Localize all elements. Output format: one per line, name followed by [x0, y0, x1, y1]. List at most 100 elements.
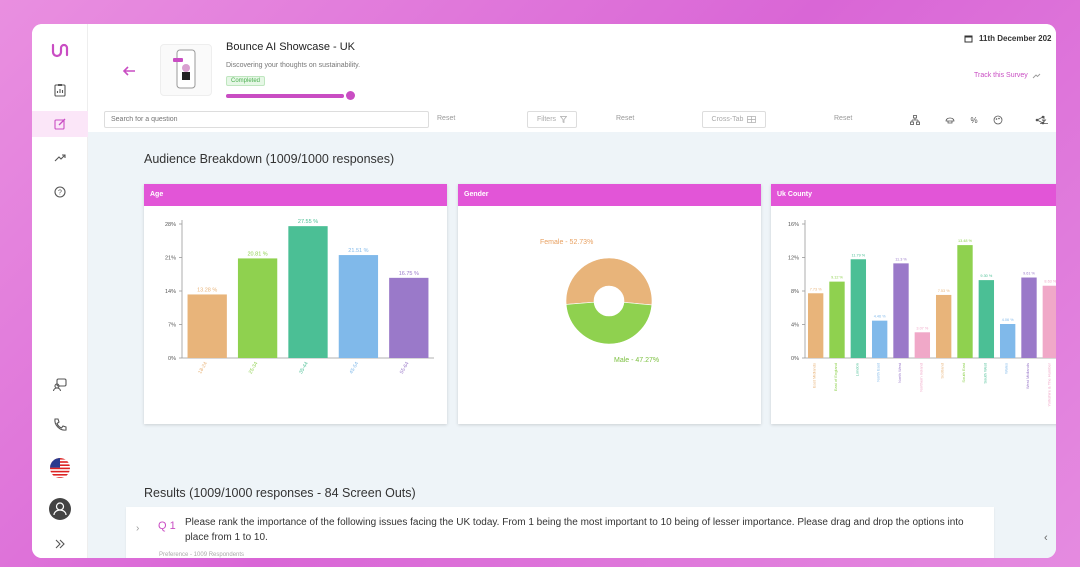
- bar-northern-ireland: [914, 332, 931, 358]
- bar-value-label: 3.07 %: [916, 326, 928, 330]
- bar-18-24: [187, 294, 227, 358]
- county-chart-title: Uk County: [771, 184, 1056, 206]
- user-avatar-icon[interactable]: [46, 497, 74, 521]
- category-label: Yorkshire & The Humber: [1046, 362, 1051, 406]
- filters-button[interactable]: Filters: [527, 111, 577, 128]
- slice-label-female: Female - 52.73%: [540, 239, 593, 246]
- bar-value-label: 27.55 %: [298, 219, 318, 225]
- question-card[interactable]: › Q 1 Please rank the importance of the …: [126, 507, 994, 558]
- category-label: London: [854, 363, 859, 376]
- y-tick-label: 12%: [788, 256, 799, 262]
- slice-female: [565, 257, 653, 306]
- date-text: 11th December 202: [979, 34, 1052, 43]
- question-text: Please rank the importance of the follow…: [185, 517, 964, 543]
- track-survey-link[interactable]: Track this Survey: [974, 72, 1041, 79]
- bar-value-label: 9.30 %: [980, 274, 992, 278]
- bar-value-label: 8.63 %: [1044, 280, 1056, 284]
- category-label: South West: [982, 362, 987, 383]
- y-tick-label: 21%: [165, 256, 176, 262]
- help-icon[interactable]: ?: [46, 180, 74, 204]
- reset-crosstab-button[interactable]: Reset: [834, 115, 853, 122]
- bar-value-label: 13.28 %: [197, 287, 217, 293]
- palette-icon[interactable]: [992, 114, 1004, 126]
- y-tick-label: 14%: [165, 289, 176, 295]
- bar-value-label: 7.73 %: [810, 287, 822, 291]
- bar-value-label: 4.06 %: [1002, 318, 1014, 322]
- category-label: North East: [876, 362, 881, 382]
- percent-icon[interactable]: %: [968, 114, 980, 126]
- audience-breakdown-title: Audience Breakdown (1009/1000 responses): [144, 152, 395, 166]
- y-tick-label: 28%: [165, 222, 176, 228]
- bar-45-54: [338, 255, 379, 358]
- county-bar-chart: 0% 4% 8% 12% 16% 7.73 % East Midlands 9.12 % Eas…: [788, 220, 1056, 407]
- bar-value-label: 16.75 %: [399, 271, 419, 277]
- survey-report-icon[interactable]: [46, 78, 74, 102]
- bar-east-midlands: [807, 293, 824, 358]
- bar-value-label: 20.81 %: [248, 251, 268, 257]
- survey-header: Bounce AI Showcase - UK Discovering your…: [88, 24, 1056, 108]
- trend-icon[interactable]: [46, 146, 74, 170]
- y-tick-label: 8%: [791, 289, 799, 295]
- crosstab-label: Cross-Tab: [711, 116, 744, 123]
- back-arrow-icon[interactable]: [122, 64, 136, 76]
- category-label: 18-24: [197, 361, 209, 375]
- toolbar: Reset Filters Reset Cross-Tab Reset %: [88, 108, 1056, 132]
- sidebar: ?: [32, 24, 88, 558]
- bar-value-label: 13.48 %: [958, 239, 973, 243]
- svg-text:?: ?: [58, 190, 62, 197]
- share-icon[interactable]: [1034, 114, 1046, 126]
- y-tick-label: 7%: [168, 323, 176, 329]
- slice-male: [565, 301, 653, 345]
- filters-label: Filters: [536, 116, 557, 123]
- date-display: 11th December 202: [964, 34, 1056, 43]
- survey-subtitle: Discovering your thoughts on sustainabil…: [226, 62, 361, 69]
- trend-up-icon: [1032, 73, 1041, 79]
- category-label: North West: [897, 362, 902, 383]
- hierarchy-icon[interactable]: [909, 114, 921, 126]
- category-label: West Midlands: [1025, 363, 1030, 389]
- bar-value-label: 9.61 %: [1023, 272, 1035, 276]
- question-meta: Preference - 1009 Respondents: [159, 552, 245, 558]
- age-chart-title: Age: [144, 184, 447, 206]
- track-survey-label: Track this Survey: [974, 72, 1028, 79]
- bar-value-label: 11.79 %: [852, 253, 866, 257]
- bar-wales: [999, 323, 1016, 358]
- y-tick-label: 4%: [791, 323, 799, 329]
- bar-value-label: 7.53 %: [938, 289, 950, 293]
- search-input[interactable]: [104, 111, 429, 128]
- collapse-panel-icon[interactable]: ‹: [1044, 532, 1048, 544]
- bar-north-east: [871, 320, 888, 358]
- bar-value-label: 9.12 %: [831, 276, 843, 280]
- reset-filters-button[interactable]: Reset: [616, 115, 635, 122]
- reset-search-button[interactable]: Reset: [437, 115, 456, 122]
- bar-value-label: 21.51 %: [348, 248, 368, 254]
- county-chart-card: Uk County 0% 4% 8% 12% 16% 7.73 % East Midland…: [771, 184, 1056, 424]
- survey-thumbnail: [160, 44, 212, 96]
- bar-south-west: [978, 280, 995, 358]
- bar-east-of-england: [829, 281, 845, 358]
- bar-25-34: [237, 258, 278, 358]
- results-title: Results (1009/1000 responses - 84 Screen…: [144, 486, 416, 500]
- crosstab-button[interactable]: Cross-Tab: [702, 111, 766, 128]
- chat-support-icon[interactable]: [46, 373, 74, 397]
- bar-yorkshire-the-humber: [1042, 285, 1056, 358]
- edit-icon[interactable]: [32, 111, 88, 137]
- slice-label-male: Male - 47.27%: [614, 357, 659, 364]
- y-tick-label: 0%: [791, 356, 799, 362]
- brain-icon[interactable]: [944, 114, 956, 126]
- us-flag-icon[interactable]: [46, 456, 74, 480]
- bar-value-label: 4.46 %: [874, 315, 886, 319]
- bar-value-label: 11.3 %: [895, 257, 907, 261]
- bar-london: [850, 259, 867, 358]
- bar-35-44: [288, 226, 328, 358]
- logo-icon[interactable]: [46, 38, 74, 62]
- phone-icon[interactable]: [46, 413, 74, 437]
- expand-question-icon[interactable]: ›: [136, 523, 140, 534]
- progress-complete-icon: [346, 91, 355, 100]
- bar-south-east: [957, 245, 973, 358]
- expand-icon[interactable]: [46, 532, 74, 556]
- age-bar-chart: 0% 7% 14% 21% 28% 13.28 % 18-24 20.81 % 25-34 27.…: [165, 219, 434, 375]
- bar-55-64: [389, 277, 429, 358]
- category-label: East Midlands: [812, 363, 817, 388]
- category-label: Wales: [1004, 363, 1009, 374]
